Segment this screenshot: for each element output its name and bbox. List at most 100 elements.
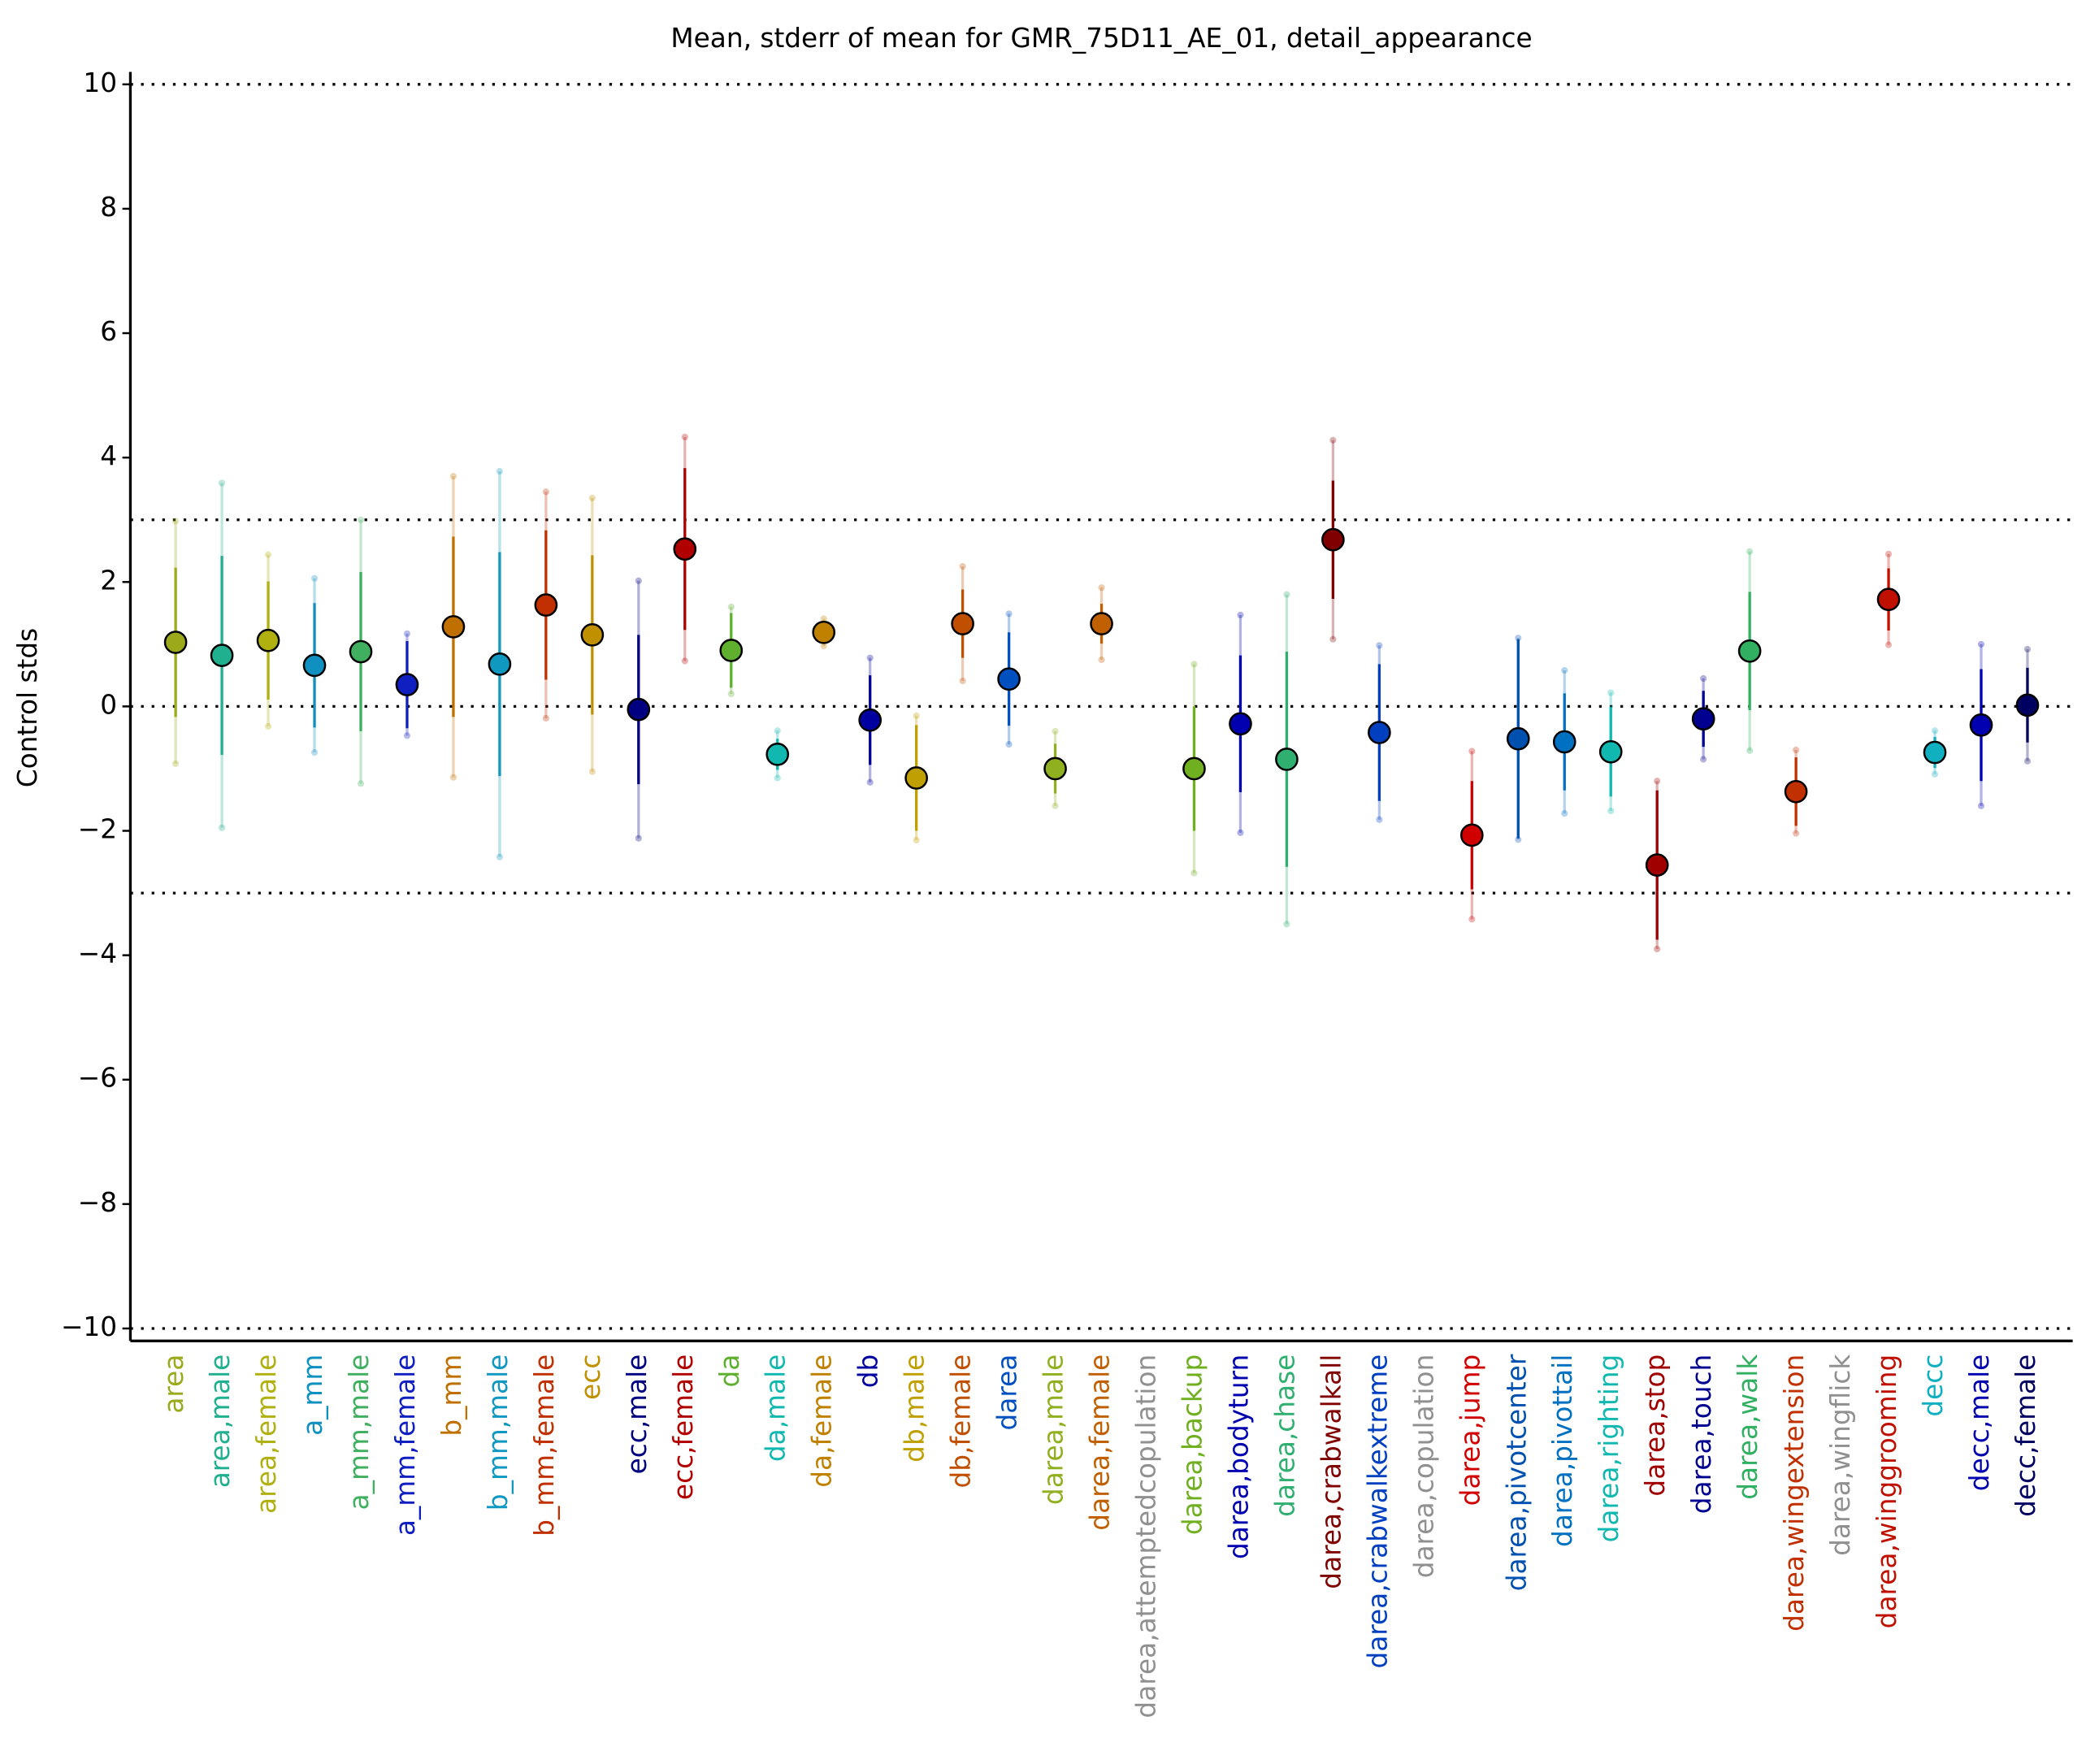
spread-end	[1654, 778, 1661, 785]
x-tick-label: darea,backup	[1177, 1354, 1208, 1536]
spread-end	[1561, 666, 1568, 674]
mean-marker	[1459, 823, 1484, 847]
spread-end	[1468, 748, 1476, 755]
y-tick-label: 2	[100, 565, 117, 596]
x-tick-label: darea,male	[1039, 1354, 1069, 1505]
spread-end	[681, 433, 688, 440]
spread-end	[635, 834, 642, 842]
x-tick-label: b_mm,female	[529, 1354, 560, 1536]
mean-marker	[302, 653, 327, 678]
spread-end	[218, 824, 226, 831]
spread-end	[1376, 816, 1383, 823]
spread-end	[727, 603, 735, 610]
spread-end	[1746, 747, 1754, 754]
x-tick-label: ecc,male	[622, 1354, 653, 1475]
spread-end	[1098, 584, 1105, 592]
spread-end	[1884, 550, 1893, 557]
x-tick-label: a_mm,male	[344, 1354, 375, 1510]
x-tick-label: darea,righting	[1594, 1354, 1624, 1543]
spread-end	[496, 853, 503, 860]
spread-end	[913, 712, 920, 719]
spread-end	[1515, 635, 1522, 642]
chart-title: Mean, stderr of mean for GMR_75D11_AE_01…	[670, 23, 1532, 54]
y-tick-label: −4	[78, 938, 117, 969]
spread-end	[1977, 640, 1985, 648]
spread-end	[1931, 770, 1939, 778]
spread-end	[264, 722, 272, 730]
spread-end	[2023, 645, 2032, 653]
spread-end	[1098, 656, 1105, 664]
spread-end	[1561, 809, 1568, 817]
spread-end	[310, 574, 319, 582]
x-tick-label: db	[853, 1354, 884, 1389]
mean-marker	[1969, 713, 1993, 737]
x-tick-label: a_mm	[297, 1354, 328, 1436]
x-tick-label: area,male	[205, 1354, 236, 1489]
spread-end	[310, 748, 319, 756]
x-tick-label: db,male	[900, 1354, 930, 1463]
spread-end	[1977, 802, 1985, 809]
x-tick-label: da,female	[807, 1354, 838, 1488]
spread-end	[1793, 746, 1800, 754]
spread-end	[1329, 436, 1337, 444]
x-tick-label: darea,wingextension	[1779, 1354, 1810, 1632]
mean-marker	[1275, 748, 1299, 771]
mean-marker	[210, 644, 234, 667]
y-tick-label: −8	[78, 1187, 117, 1218]
mean-marker	[349, 639, 373, 664]
x-tick-label: darea,crabwalkall	[1316, 1354, 1347, 1589]
mean-marker	[163, 631, 188, 654]
x-tick-label: db,female	[946, 1354, 977, 1489]
spread-end	[727, 690, 735, 698]
spread-end	[1607, 807, 1615, 815]
spread-end	[1052, 727, 1059, 735]
spread-end	[403, 630, 411, 637]
x-tick-label: darea,wingflick	[1825, 1354, 1856, 1556]
spread-end	[1700, 674, 1707, 683]
spread-end	[496, 467, 503, 475]
x-tick-label: darea,attemptedcopulation	[1131, 1354, 1162, 1718]
mean-marker	[904, 766, 928, 790]
mean-marker	[1645, 853, 1669, 877]
spread-end	[913, 836, 920, 844]
spread-end	[1190, 661, 1198, 668]
spread-end	[1190, 869, 1198, 877]
spread-end	[1005, 741, 1013, 748]
x-tick-label: darea,crabwalkextreme	[1362, 1354, 1393, 1669]
y-tick-label: 4	[100, 440, 117, 471]
spread-end	[774, 727, 781, 735]
mean-marker	[627, 697, 651, 722]
spread-end	[1607, 689, 1615, 696]
spread-end	[588, 494, 596, 502]
y-tick-label: −6	[78, 1063, 117, 1094]
mean-marker	[1923, 740, 1947, 765]
mean-marker	[1876, 587, 1901, 612]
spread-end	[1237, 829, 1244, 836]
spread-end	[449, 473, 458, 480]
x-tick-label: darea,touch	[1686, 1354, 1717, 1515]
x-tick-label: darea,bodyturn	[1223, 1354, 1254, 1559]
spread-end	[1884, 641, 1893, 648]
spread-end	[1793, 830, 1800, 837]
x-tick-label: decc,male	[1964, 1354, 1995, 1492]
spread-end	[218, 479, 226, 487]
spread-end	[588, 768, 596, 775]
mean-marker	[1229, 712, 1252, 736]
spread-end	[1654, 945, 1661, 953]
spread-end	[959, 677, 966, 685]
mean-marker	[1182, 756, 1206, 781]
spread-end	[1283, 591, 1290, 598]
y-tick-label: 6	[100, 316, 117, 347]
mean-marker	[812, 620, 836, 644]
mean-marker	[2015, 693, 2040, 717]
x-tick-label: da,male	[761, 1354, 791, 1462]
mean-marker	[719, 639, 744, 662]
mean-marker	[580, 623, 605, 647]
x-tick-label: da	[714, 1354, 745, 1388]
spread-end	[264, 551, 272, 558]
spread-end	[357, 516, 365, 523]
mean-marker	[1321, 527, 1345, 552]
mean-marker	[1090, 612, 1113, 635]
mean-marker	[1691, 707, 1715, 731]
